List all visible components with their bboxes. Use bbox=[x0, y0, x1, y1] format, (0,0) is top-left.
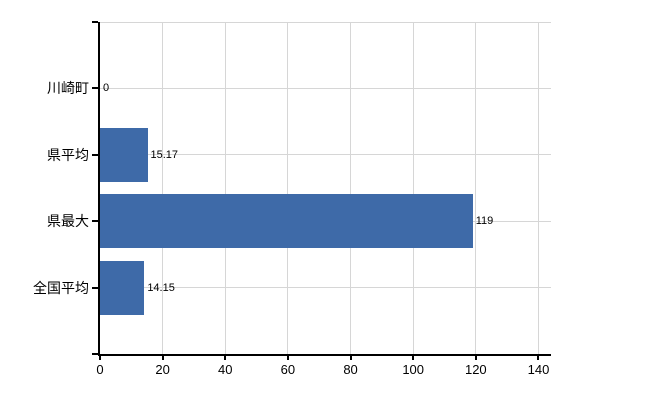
bar bbox=[100, 194, 473, 249]
x-tick-mark bbox=[537, 356, 540, 360]
horizontal-gridline bbox=[100, 22, 551, 23]
x-tick-mark bbox=[412, 356, 415, 360]
category-label: 川崎町 bbox=[47, 80, 89, 97]
y-tick-mark bbox=[92, 353, 98, 355]
category-label: 全国平均 bbox=[33, 279, 89, 296]
x-tick-label: 120 bbox=[464, 362, 487, 377]
vertical-gridline bbox=[537, 22, 539, 354]
y-tick-mark bbox=[92, 220, 98, 223]
vertical-gridline bbox=[287, 22, 289, 354]
y-tick-mark bbox=[92, 153, 98, 156]
x-tick-mark bbox=[224, 356, 227, 360]
horizontal-gridline bbox=[100, 154, 551, 156]
vertical-gridline bbox=[412, 22, 414, 354]
value-label: 0 bbox=[103, 82, 110, 95]
x-tick-mark bbox=[474, 356, 477, 360]
x-tick-label: 100 bbox=[402, 362, 425, 377]
x-tick-label: 60 bbox=[280, 362, 296, 377]
horizontal-gridline bbox=[100, 87, 551, 89]
vertical-gridline bbox=[224, 22, 226, 354]
y-tick-mark bbox=[92, 21, 98, 23]
x-tick-mark bbox=[286, 356, 289, 360]
value-label: 15.17 bbox=[150, 148, 179, 161]
x-tick-mark bbox=[349, 356, 352, 360]
x-tick-label: 140 bbox=[527, 362, 550, 377]
bar bbox=[100, 260, 145, 315]
x-tick-mark bbox=[161, 356, 164, 360]
value-label: 14.15 bbox=[147, 281, 175, 294]
vertical-gridline bbox=[350, 22, 352, 354]
x-tick-label: 80 bbox=[343, 362, 358, 377]
x-tick-mark bbox=[99, 356, 101, 360]
bar bbox=[100, 127, 148, 182]
category-label: 県平均 bbox=[47, 146, 89, 163]
plot-area: 0 15.17 119 14.15 0 20 40 60 80 100 120 140 bbox=[92, 21, 551, 377]
y-tick-mark bbox=[92, 87, 98, 90]
vertical-gridline bbox=[162, 22, 164, 354]
y-tick-mark bbox=[92, 286, 98, 289]
x-tick-label: 20 bbox=[155, 362, 170, 377]
x-tick-label: 0 bbox=[96, 362, 104, 377]
vertical-gridline bbox=[475, 22, 477, 354]
x-tick-label: 40 bbox=[218, 362, 233, 377]
horizontal-gridline bbox=[100, 287, 551, 289]
value-label: 119 bbox=[475, 215, 494, 228]
category-label: 県最大 bbox=[47, 213, 89, 230]
